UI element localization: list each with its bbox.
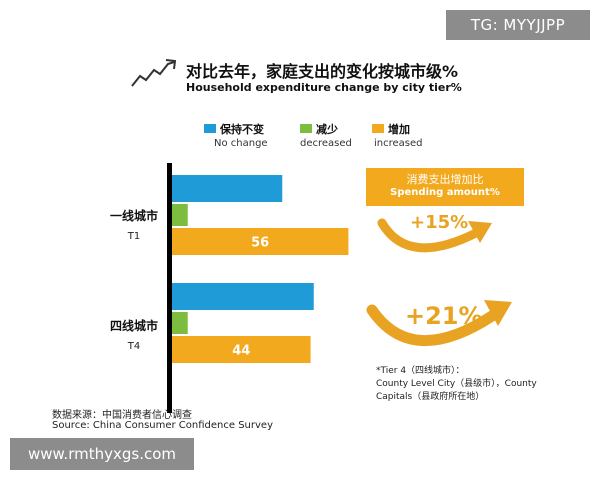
source-en: Source: China Consumer Confidence Survey (52, 420, 273, 431)
legend-label-cn: 保持不变 (220, 123, 264, 136)
footnote-line: County Level City（县级市），County (376, 379, 537, 389)
t1-spending-change: +15% (410, 212, 469, 233)
category-label-cn: 一线城市 (109, 209, 158, 223)
legend-label-en: No change (214, 138, 268, 149)
bar-decreased-t1 (172, 204, 188, 226)
category-label-cn: 四线城市 (109, 319, 158, 333)
bar-increased-t1 (172, 228, 349, 255)
legend-swatch (300, 124, 312, 133)
callout-title-cn: 消费支出增加比 (406, 173, 484, 186)
spending-callout: 消费支出增加比 Spending amount% (366, 168, 524, 206)
bar-data-label: 56 (251, 236, 269, 251)
watermark-bottom: www.rmthyxgs.com (10, 438, 194, 470)
footnote-line: Capitals（县政府所在地） (376, 392, 485, 402)
bar-data-label: 44 (232, 344, 250, 359)
category-label-en: T4 (127, 341, 141, 352)
legend-label-en: decreased (300, 138, 352, 149)
t4-spending-change: +21% (405, 302, 483, 330)
footnote-line: *Tier 4（四线城市）： (376, 366, 465, 376)
growth-arrow-icon (377, 218, 492, 253)
legend-label-cn: 增加 (388, 123, 410, 136)
chart-subtitle: Household expenditure change by city tie… (186, 81, 462, 94)
bar-decreased-t4 (172, 312, 188, 334)
watermark-top: TG: MYYJJPP (446, 10, 590, 40)
callout-title-en: Spending amount% (390, 187, 500, 198)
source-cn: 数据来源：中国消费者信心调查 (52, 410, 192, 421)
chart-title: 对比去年，家庭支出的变化按城市级% (186, 62, 459, 81)
bar-increased-t4 (172, 336, 311, 363)
category-axis (167, 163, 172, 413)
trend-line-icon (131, 59, 177, 87)
legend-label-cn: 减少 (316, 123, 338, 136)
legend-label-en: increased (374, 138, 423, 149)
legend-swatch (204, 124, 216, 133)
legend-swatch (372, 124, 384, 133)
growth-arrow-icon (366, 300, 512, 347)
bar-no-change-t4 (172, 283, 314, 310)
category-label-en: T1 (127, 231, 141, 242)
bar-no-change-t1 (172, 175, 283, 202)
tier-footnote: *Tier 4（四线城市）： County Level City（县级市），Co… (376, 365, 576, 404)
